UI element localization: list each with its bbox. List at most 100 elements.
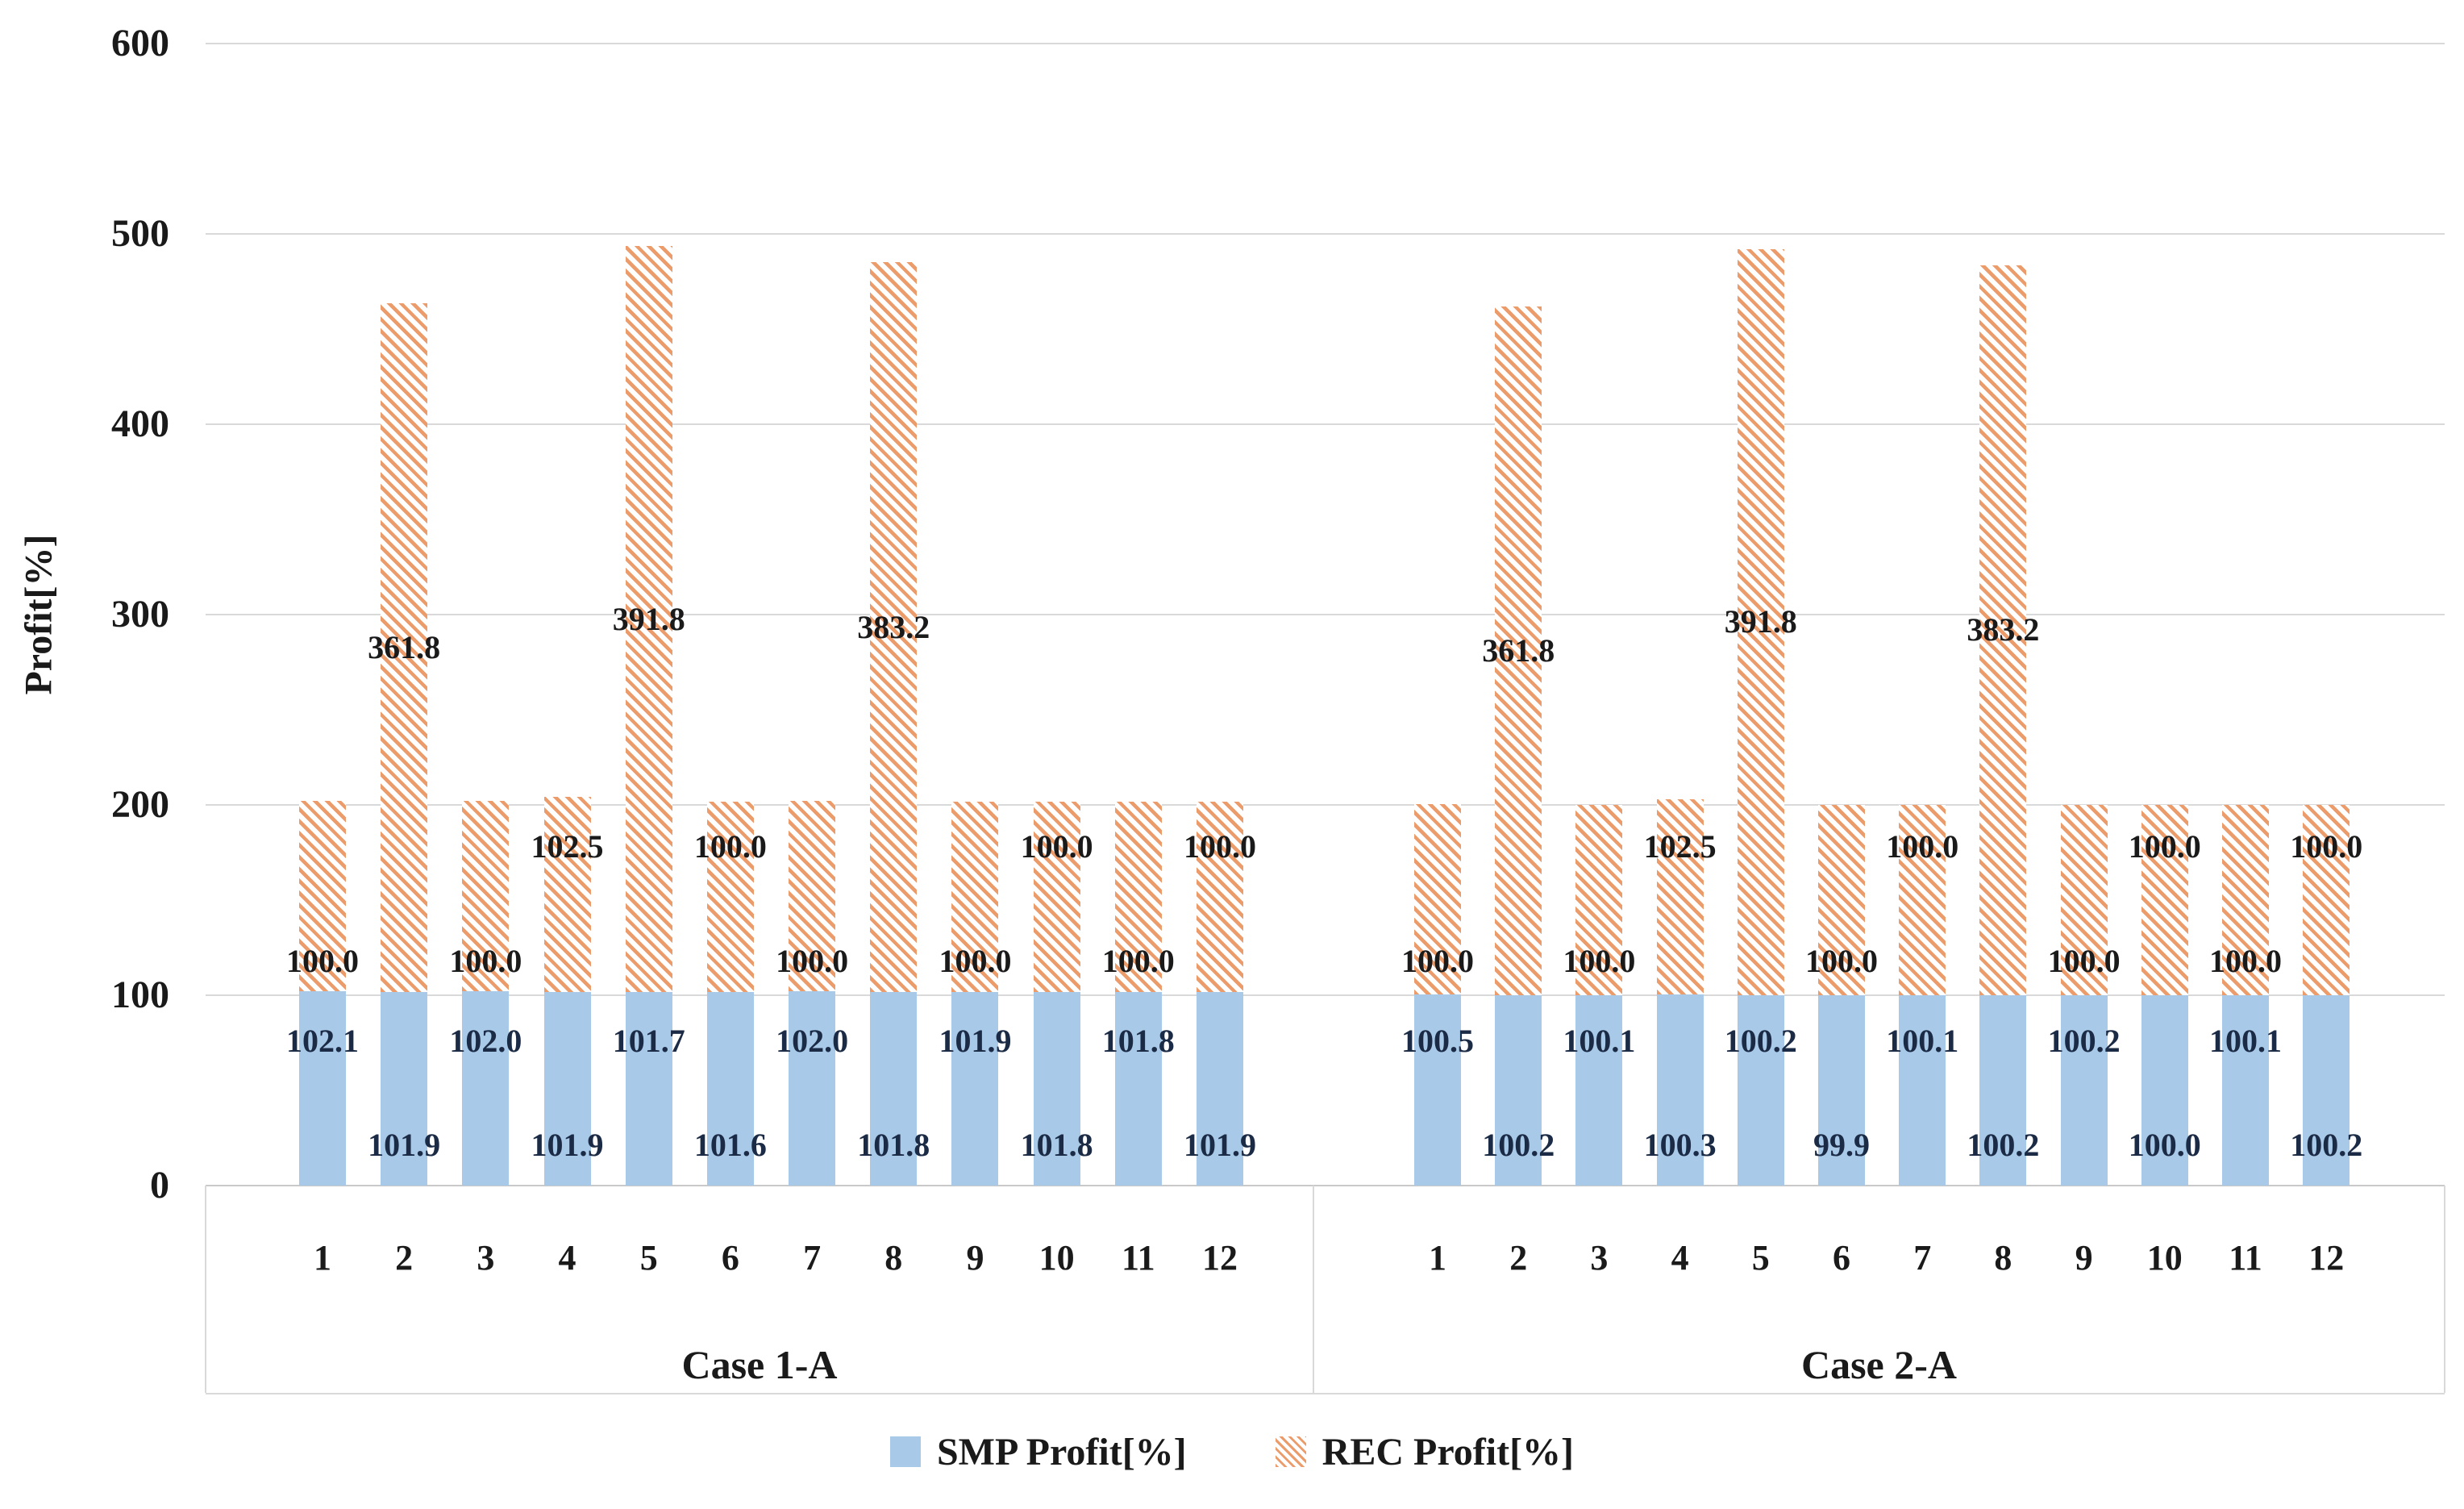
- category-label: 1: [314, 1238, 331, 1278]
- bar-segment-smp: [706, 992, 754, 1186]
- bar-segment-smp: [462, 991, 510, 1186]
- data-label-smp: 101.8: [1020, 1127, 1093, 1164]
- bar-segment-rec: [1575, 804, 1623, 995]
- bar-segment-rec: [299, 801, 346, 992]
- axis-box-line: [205, 1186, 206, 1393]
- legend-item-rec: REC Profit[%]: [1275, 1430, 1575, 1474]
- data-label-rec: 102.5: [1643, 827, 1717, 865]
- y-tick-label: 300: [111, 593, 169, 636]
- bar-segment-rec: [462, 801, 510, 992]
- bar-segment-smp: [2303, 994, 2350, 1186]
- data-label-rec: 100.0: [693, 827, 767, 865]
- data-label-smp: 100.2: [2290, 1127, 2363, 1164]
- bar-segment-smp: [1818, 995, 1865, 1186]
- y-axis-title-text: Profit[%]: [17, 534, 60, 695]
- bar-segment-rec: [870, 262, 918, 992]
- data-label-rec: 100.0: [1020, 827, 1093, 865]
- bar-segment-rec: [1656, 799, 1704, 995]
- category-label: 8: [1994, 1238, 2012, 1278]
- category-label: 12: [2308, 1238, 2345, 1278]
- category-label: 2: [1509, 1238, 1528, 1278]
- data-label-smp: 100.5: [1401, 1022, 1474, 1059]
- data-label-smp: 102.0: [776, 1022, 849, 1059]
- data-label-smp: 101.8: [857, 1127, 930, 1164]
- data-label-rec: 100.0: [1183, 827, 1256, 865]
- bar-segment-rec: [951, 801, 999, 992]
- bar-segment-rec: [1979, 265, 2027, 995]
- bar-segment-smp: [2060, 994, 2108, 1186]
- category-label: 4: [558, 1238, 576, 1278]
- category-label: 4: [1671, 1238, 1689, 1278]
- data-label-smp: 100.1: [2209, 1022, 2282, 1059]
- data-label-smp: 101.7: [612, 1022, 685, 1059]
- category-label: 9: [966, 1238, 984, 1278]
- data-label-smp: 100.2: [1967, 1127, 2040, 1164]
- bar-segment-smp: [299, 991, 346, 1186]
- rec-swatch-icon: [1275, 1436, 1306, 1467]
- data-label-rec: 100.0: [2290, 827, 2363, 865]
- category-label: 3: [477, 1238, 495, 1278]
- y-tick-label: 200: [111, 783, 169, 826]
- bar-segment-smp: [381, 991, 428, 1186]
- bar-segment-rec: [1818, 805, 1865, 996]
- bar-segment-smp: [1979, 994, 2027, 1186]
- category-label: 1: [1429, 1238, 1446, 1278]
- bar-segment-rec: [1737, 248, 1784, 995]
- bar-segment-smp: [1414, 994, 1461, 1186]
- category-label: 10: [1038, 1238, 1075, 1278]
- gridline: [206, 804, 2445, 806]
- legend-label: REC Profit[%]: [1321, 1430, 1575, 1474]
- bar-segment-smp: [2141, 995, 2188, 1186]
- data-label-smp: 100.1: [1563, 1022, 1636, 1059]
- bar-segment-rec: [543, 796, 591, 992]
- bar-segment-rec: [789, 801, 836, 992]
- data-label-rec: 391.8: [1724, 603, 1797, 640]
- bar-segment-smp: [951, 991, 999, 1186]
- y-tick-label: 600: [111, 22, 169, 65]
- legend-item-smp: SMP Profit[%]: [889, 1430, 1187, 1474]
- category-label: 9: [2075, 1238, 2093, 1278]
- category-label: 10: [2146, 1238, 2183, 1278]
- bar-segment-rec: [1495, 306, 1542, 995]
- gridline: [206, 614, 2445, 615]
- category-label: 2: [395, 1238, 414, 1278]
- category-label: 12: [1201, 1238, 1238, 1278]
- category-label: 6: [1833, 1238, 1850, 1278]
- gridline: [206, 43, 2445, 44]
- data-label-smp: 100.0: [2128, 1127, 2201, 1164]
- data-label-rec: 361.8: [1482, 632, 1555, 669]
- bar-segment-rec: [1414, 803, 1461, 994]
- data-label-smp: 101.9: [939, 1022, 1012, 1059]
- bar-segment-rec: [1196, 801, 1243, 992]
- legend: SMP Profit[%] REC Profit[%]: [0, 1419, 2464, 1484]
- data-label-rec: 391.8: [612, 600, 685, 637]
- data-label-rec: 361.8: [368, 628, 441, 665]
- bar-segment-smp: [789, 991, 836, 1186]
- data-label-rec: 100.0: [1101, 942, 1175, 979]
- y-tick-label: 100: [111, 973, 169, 1016]
- axis-box-bottom-line: [206, 1393, 2445, 1394]
- bar-segment-smp: [625, 991, 672, 1186]
- category-label: 11: [2229, 1238, 2262, 1278]
- case-group-label: Case 2-A: [1800, 1342, 1958, 1387]
- bar-segment-rec: [381, 302, 428, 992]
- data-label-smp: 101.9: [1183, 1127, 1256, 1164]
- category-label: 6: [721, 1238, 739, 1278]
- legend-label: SMP Profit[%]: [936, 1430, 1187, 1474]
- gridline: [206, 423, 2445, 425]
- bar-segment-smp: [1495, 994, 1542, 1186]
- category-label: 5: [639, 1238, 658, 1278]
- data-label-rec: 383.2: [1967, 611, 2040, 648]
- bar-segment-rec: [2141, 805, 2188, 995]
- bar-segment-smp: [1033, 991, 1080, 1186]
- data-label-smp: 102.1: [286, 1022, 359, 1059]
- data-label-smp: 100.2: [1724, 1022, 1797, 1059]
- case-divider-line: [1313, 1186, 1314, 1393]
- data-label-smp: 100.2: [1482, 1127, 1555, 1164]
- data-label-rec: 100.0: [2128, 827, 2201, 865]
- category-label: 8: [884, 1238, 903, 1278]
- data-label-smp: 102.0: [449, 1022, 522, 1059]
- bar-segment-rec: [1114, 801, 1162, 992]
